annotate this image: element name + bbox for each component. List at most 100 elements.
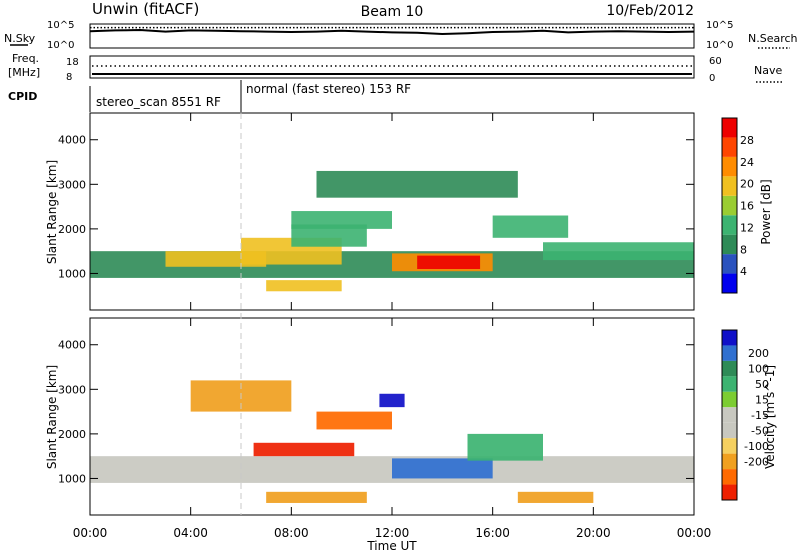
noise-series [89,26,695,36]
power-y-axis: 1000 2000 3000 4000 [58,134,694,280]
power-colorbar-swatch-4 [722,195,737,216]
noise-left-tick-top: 10^5 [47,20,74,31]
velocity-y-label: Slant Range [km] [45,365,59,469]
velocity-ytick-label-0: 1000 [58,472,86,485]
velocity-colorbar-swatch-2 [722,360,737,377]
power-panel: 1000 2000 3000 4000 Slant Range [km] 4 8 12 16… [45,112,773,311]
power-echo-band-8 [316,170,518,198]
freq-panel-frame [89,55,695,79]
velocity-colorbar-swatch-0 [722,330,737,346]
velocity-echo-band-4 [379,393,405,408]
power-colorbar-swatch-6 [722,156,737,177]
velocity-colorbar-swatch-8 [722,453,737,470]
velocity-panel: 1000 2000 3000 4000 Slant Range [km] 200 100… [45,317,777,516]
nave-label: Nave [754,64,782,77]
freq-unit-label: [MHz] [8,66,40,79]
time-x-axis: 00:00 04:00 08:00 12:00 16:00 20:00 00:00 [73,113,712,540]
freq-panel: Freq. [MHz] 18 8 60 0 Nave [8,52,784,84]
noise-right-tick-bottom: 10^0 [706,40,733,51]
power-colorbar-tick-1: 8 [740,243,747,256]
velocity-colorbar-frame [721,329,738,501]
power-colorbar-swatch-3 [722,215,737,235]
velocity-colorbar-tick-2: 50 [755,378,769,391]
beam-title: Beam 10 [361,4,424,20]
velocity-ytick-label-1: 2000 [58,428,86,441]
power-colorbar-label: Power [dB] [759,179,773,244]
velocity-colorbar-tick-5: -50 [751,424,769,437]
nave-tick-top: 60 [709,56,722,67]
power-colorbar-tick-6: 28 [740,134,754,147]
power-colorbar-swatch-5 [722,176,737,196]
power-echo-band-10 [543,242,694,261]
power-echo-band-6 [266,280,342,292]
power-colorbar-frame [721,117,738,294]
power-ytick-label-0: 1000 [58,267,86,280]
noise-sky-line [89,28,695,36]
x-axis-label: Time UT [366,539,417,553]
nave-tick-bottom: 0 [709,73,715,84]
power-ytick-label-3: 4000 [58,134,86,147]
freq-tick-bottom: 8 [66,72,72,83]
x-tick-label-3: 12:00 [375,526,410,540]
velocity-colorbar-swatch-9 [722,469,737,485]
velocity-colorbar: 200 100 50 15 -15 -50 -100 -200 [721,329,769,501]
velocity-colorbar-tick-4: -15 [751,409,769,422]
velocity-colorbar-swatch-3 [722,376,737,392]
power-colorbar-tick-2: 12 [740,221,754,234]
cpid-panel: CPID stereo_scan 8551 RF normal (fast st… [8,80,411,112]
x-tick-label-5: 20:00 [576,526,611,540]
power-echo-band-7 [291,211,392,229]
velocity-colorbar-tick-0: 200 [748,347,769,360]
freq-label: Freq. [12,52,39,65]
power-colorbar-swatch-2 [722,234,737,255]
velocity-colorbar-tick-7: -200 [744,455,769,468]
noise-search-label: N.Search [748,32,798,45]
noise-left-tick-bottom: 10^0 [47,40,74,51]
velocity-echo-band-7 [316,411,392,430]
power-ytick-label-2: 3000 [58,178,86,191]
noise-panel: N.Sky 10^5 10^0 10^5 10^0 N.Search [4,20,798,51]
power-colorbar: 4 8 12 16 20 24 28 [721,117,754,294]
x-tick-label-4: 16:00 [475,526,510,540]
velocity-y-axis: 1000 2000 3000 4000 [58,339,694,485]
power-colorbar-tick-3: 16 [740,200,754,213]
velocity-colorbar-swatch-10 [722,484,737,500]
noise-sky-label: N.Sky [4,32,36,45]
power-echo-band-5 [417,255,481,269]
velocity-ytick-label-3: 4000 [58,339,86,352]
power-colorbar-swatch-7 [722,137,737,157]
power-echo-band-3 [291,224,367,247]
power-colorbar-tick-5: 24 [740,156,754,169]
velocity-heatmap [90,380,694,503]
velocity-colorbar-swatch-6 [722,422,737,439]
velocity-colorbar-swatch-5 [722,407,737,423]
power-echo-band-9 [492,215,569,238]
velocity-colorbar-tick-1: 100 [748,363,769,376]
x-tick-label-0: 00:00 [73,526,108,540]
velocity-echo-band-3 [467,433,543,461]
power-colorbar-tick-0: 4 [740,265,747,278]
velocity-colorbar-label: Velocity [m s^-1] [763,365,777,469]
date-title: 10/Feb/2012 [606,3,694,19]
freq-tick-top: 18 [66,57,79,68]
noise-right-tick-top: 10^5 [706,20,733,31]
cpid-segment-2: normal (fast stereo) 153 RF [246,82,411,96]
velocity-echo-band-8 [517,491,594,503]
velocity-echo-band-6 [266,491,367,503]
x-tick-label-6: 00:00 [677,526,712,540]
velocity-colorbar-tick-6: -100 [744,440,769,453]
power-colorbar-tick-4: 20 [740,178,754,191]
x-tick-label-2: 08:00 [274,526,309,540]
cpid-segment-1: stereo_scan 8551 RF [96,95,221,109]
velocity-echo-band-2 [392,458,493,479]
noise-panel-frame [89,23,695,49]
x-tick-label-1: 04:00 [173,526,208,540]
velocity-ytick-label-2: 3000 [58,383,86,396]
velocity-colorbar-tick-3: 15 [755,394,769,407]
power-heatmap [90,170,694,292]
power-colorbar-swatch-0 [722,273,737,293]
power-colorbar-swatch-8 [722,118,737,138]
power-colorbar-swatch-1 [722,254,737,274]
velocity-colorbar-swatch-4 [722,391,737,408]
